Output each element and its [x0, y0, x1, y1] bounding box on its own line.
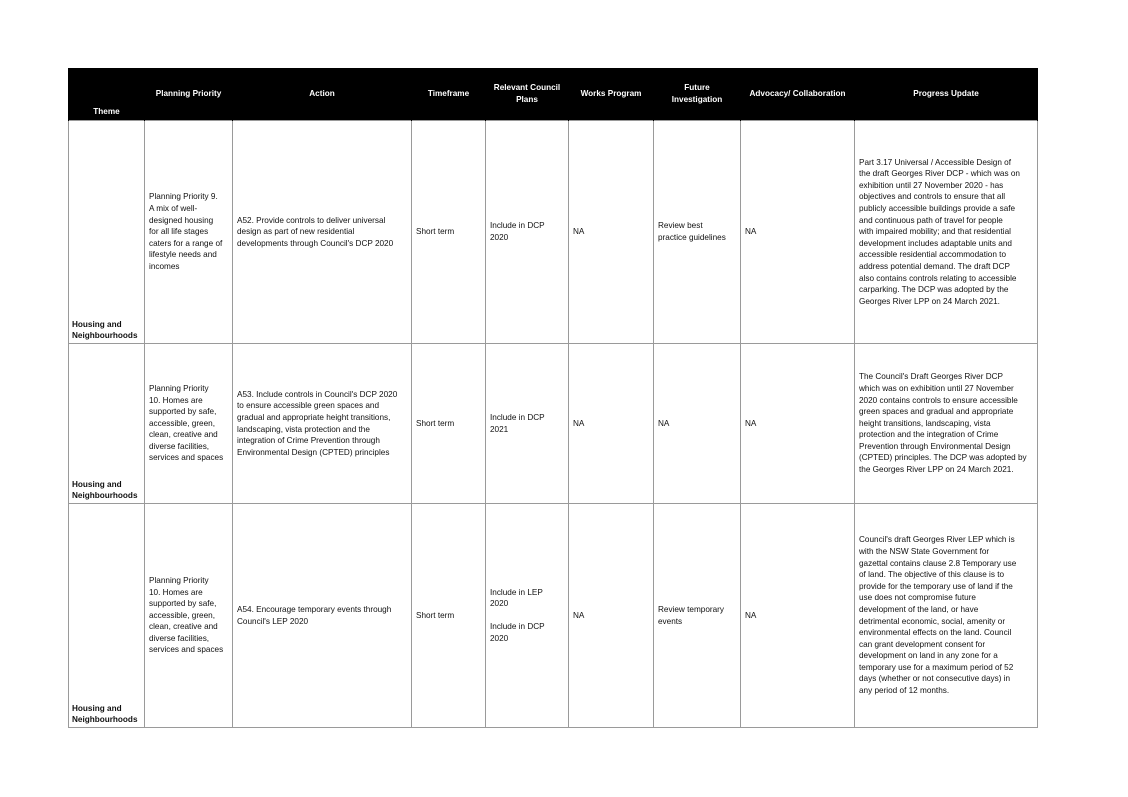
table-header: Theme Planning Priority Action Timeframe…: [68, 68, 1038, 121]
cell-works-program: NA: [568, 120, 654, 344]
cell-works-program: NA: [568, 343, 654, 504]
cell-action: A52. Provide controls to deliver univers…: [232, 120, 412, 344]
cell-progress-update: Part 3.17 Universal / Accessible Design …: [854, 120, 1038, 344]
cell-theme: Housing and Neighbourhoods: [68, 503, 145, 728]
cell-advocacy-collaboration: NA: [740, 120, 855, 344]
cell-future-investigation: Review temporary events: [653, 503, 741, 728]
cell-progress-update: Council's draft Georges River LEP which …: [854, 503, 1038, 728]
cell-timeframe: Short term: [411, 503, 486, 728]
table-row: Housing and Neighbourhoods Planning Prio…: [68, 343, 1038, 504]
header-works-program: Works Program: [568, 68, 654, 121]
header-relevant-council-plans: Relevant Council Plans: [485, 68, 569, 121]
cell-future-investigation: NA: [653, 343, 741, 504]
table-row: Housing and Neighbourhoods Planning Prio…: [68, 120, 1038, 344]
cell-action: A53. Include controls in Council's DCP 2…: [232, 343, 412, 504]
cell-planning-priority: Planning Priority 9. A mix of well- desi…: [144, 120, 233, 344]
cell-theme: Housing and Neighbourhoods: [68, 343, 145, 504]
cell-advocacy-collaboration: NA: [740, 503, 855, 728]
cell-future-investigation: Review best practice guidelines: [653, 120, 741, 344]
header-progress-update: Progress Update: [854, 68, 1038, 121]
cell-planning-priority: Planning Priority 10. Homes are supporte…: [144, 343, 233, 504]
table-row: Housing and Neighbourhoods Planning Prio…: [68, 503, 1038, 728]
header-action: Action: [232, 68, 412, 121]
cell-timeframe: Short term: [411, 120, 486, 344]
header-advocacy-collaboration: Advocacy/ Collaboration: [740, 68, 855, 121]
header-planning-priority: Planning Priority: [144, 68, 233, 121]
planning-actions-table: Theme Planning Priority Action Timeframe…: [68, 68, 1038, 728]
cell-planning-priority: Planning Priority 10. Homes are supporte…: [144, 503, 233, 728]
header-future-investigation: Future Investigation: [653, 68, 741, 121]
cell-theme: Housing and Neighbourhoods: [68, 120, 145, 344]
header-timeframe: Timeframe: [411, 68, 486, 121]
cell-advocacy-collaboration: NA: [740, 343, 855, 504]
cell-action: A54. Encourage temporary events through …: [232, 503, 412, 728]
cell-timeframe: Short term: [411, 343, 486, 504]
cell-relevant-council-plans: Include in DCP 2021: [485, 343, 569, 504]
cell-relevant-council-plans: Include in DCP 2020: [485, 120, 569, 344]
cell-works-program: NA: [568, 503, 654, 728]
cell-relevant-council-plans: Include in LEP 2020 Include in DCP 2020: [485, 503, 569, 728]
header-theme: Theme: [68, 68, 145, 121]
cell-progress-update: The Council's Draft Georges River DCP wh…: [854, 343, 1038, 504]
